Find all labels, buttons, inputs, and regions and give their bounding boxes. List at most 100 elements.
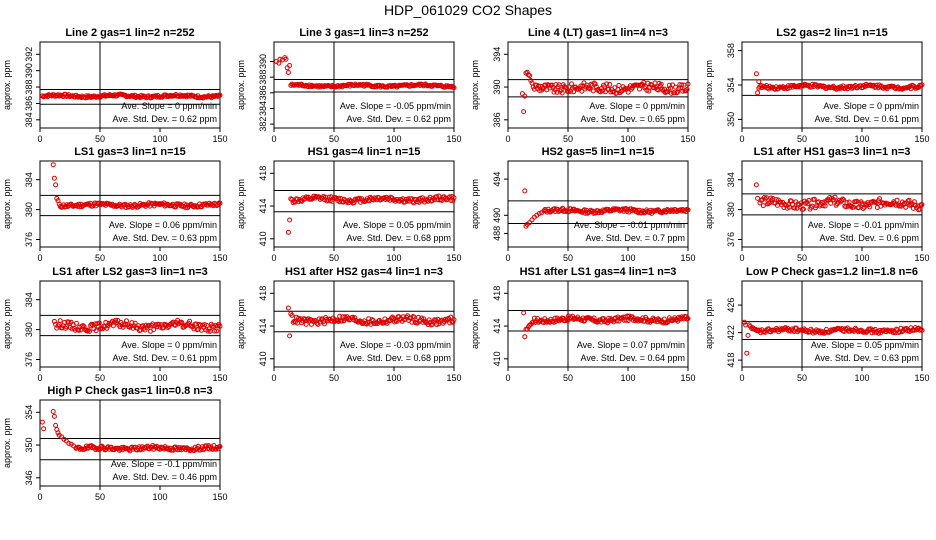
data-point [781,326,787,332]
data-point [811,196,817,202]
data-point [285,70,291,75]
data-point [450,319,456,325]
data-point [171,203,177,209]
data-point [104,325,110,331]
x-tick-label: 100 [386,253,401,263]
plot-frame [39,41,221,129]
data-point [111,93,117,99]
chart-title: Line 4 (LT) gas=1 lin=4 n=3 [528,27,668,39]
data-point [442,316,448,322]
data-point [855,328,860,334]
data-point [856,205,862,211]
page-title: HDP_061029 CO2 Shapes [383,2,553,18]
data-point [803,329,809,335]
slope-label: Ave. Slope = 0 ppm/min [823,101,919,111]
data-point [521,310,527,316]
data-point [571,89,577,95]
x-tick-label: 50 [797,134,807,144]
slope-label: Ave. Slope = 0 ppm/min [121,340,217,350]
data-point [96,320,102,326]
data-point [846,199,852,205]
slope-label: Ave. Slope = -0.01 ppm/min [574,220,685,230]
data-point [179,320,185,326]
data-point [187,318,193,324]
data-point [785,83,791,89]
chart-title: Line 2 gas=1 lin=2 n=252 [65,27,194,39]
data-point [918,83,924,89]
std-dev-label: Ave. Std. Dev. = 0.61 ppm [113,353,217,363]
data-point [55,430,61,436]
data-point [527,73,533,79]
chart-panel: HS1 after LS1 gas=4 lin=1 n=3 0 50 100 150 41… [470,266,696,383]
y-tick-label: 388 [258,70,268,85]
y-tick-label: 384 [24,112,34,127]
y-tick-label: 410 [258,351,268,366]
data-point [808,84,814,90]
data-point [140,323,146,329]
y-axis-label: approx. ppm [236,60,246,110]
data-point [77,204,83,210]
data-point [521,109,527,115]
data-point [287,63,293,68]
data-point [122,321,128,327]
slope-label: Ave. Slope = -0.03 ppm/min [340,340,451,350]
data-point [919,82,925,88]
data-point [623,317,629,323]
data-point [782,202,788,207]
chart-panel: HS1 gas=4 lin=1 n=15 0 50 100 150 410 414 418 ap… [236,146,462,263]
y-tick-label: 386 [258,85,268,100]
data-point [773,197,779,203]
data-point [685,207,691,213]
data-point [591,80,597,86]
data-point [88,322,94,328]
data-point [310,318,316,323]
y-tick-label: 418 [726,353,736,368]
data-point [877,196,883,202]
data-point [113,317,119,323]
chart-title: LS1 after HS1 gas=3 lin=1 n=3 [754,146,911,158]
data-point [84,328,90,334]
x-tick-label: 150 [680,134,695,144]
data-point [324,198,330,204]
x-tick-label: 50 [563,134,573,144]
data-point [919,327,925,333]
x-tick-label: 0 [739,134,744,144]
x-tick-label: 100 [854,253,869,263]
y-tick-label: 354 [24,405,34,420]
std-dev-label: Ave. Std. Dev. = 0.63 ppm [113,233,217,243]
data-point [664,89,670,95]
slope-label: Ave. Slope = 0.05 ppm/min [811,340,919,350]
y-axis-label: approx. ppm [470,60,480,110]
data-point [666,82,672,88]
x-tick-label: 150 [914,373,929,383]
chart-panel: Low P Check gas=1.2 lin=1.8 n=6 0 50 100 150… [704,266,930,383]
x-tick-label: 100 [854,373,869,383]
data-point [392,319,398,325]
plot-frame [507,160,689,248]
chart-title: Low P Check gas=1.2 lin=1.8 n=6 [746,266,918,278]
y-axis-label: approx. ppm [2,418,12,468]
data-point [753,71,759,77]
data-point [283,56,289,62]
data-point [451,195,457,201]
data-point [426,317,432,323]
x-tick-label: 0 [271,373,276,383]
x-tick-label: 150 [212,492,227,502]
data-point [212,328,218,334]
data-point [522,93,528,99]
y-tick-label: 354 [726,77,736,92]
data-point [206,326,212,332]
x-tick-label: 100 [152,492,167,502]
y-axis-label: approx. ppm [704,179,714,229]
data-point [845,203,851,209]
x-tick-label: 50 [329,134,339,144]
data-point [897,202,903,208]
y-tick-label: 426 [726,298,736,313]
y-axis-label: approx. ppm [2,299,12,349]
data-point [94,321,100,327]
data-point [214,328,220,334]
data-point [193,321,199,327]
data-point [337,313,343,319]
